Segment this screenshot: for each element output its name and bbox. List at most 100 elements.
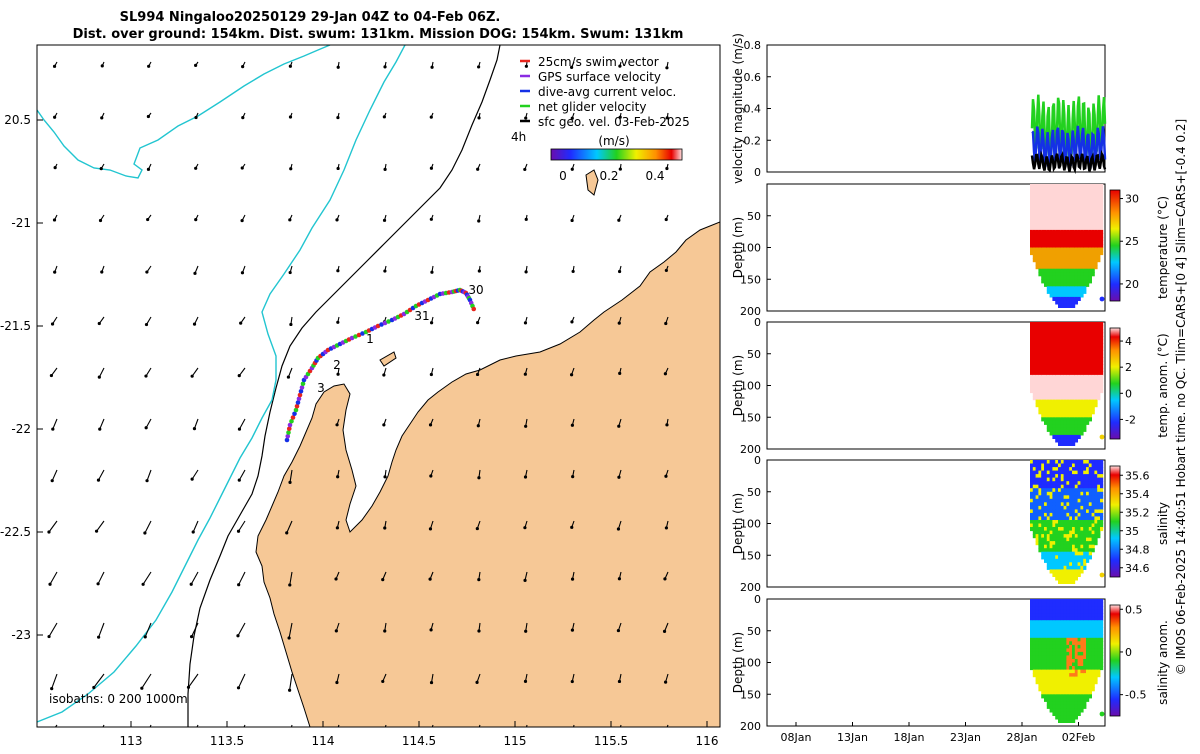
profile-cell <box>1038 548 1042 553</box>
profile-cell <box>1066 378 1070 383</box>
profile-cell <box>1049 382 1053 387</box>
profile-cell <box>1066 534 1070 539</box>
profile-cell <box>1091 659 1095 664</box>
profile-cell <box>1069 233 1073 238</box>
profile-cell <box>1058 551 1062 556</box>
panel-ytick-label: 200 <box>740 443 761 456</box>
profile-cell <box>1080 367 1084 372</box>
current-vector <box>192 520 199 533</box>
profile-cell <box>1049 275 1053 280</box>
profile-cell <box>1030 357 1034 362</box>
profile-cell <box>1066 374 1070 379</box>
profile-cell <box>1063 602 1067 607</box>
profile-cell <box>1052 711 1056 716</box>
profile-cell <box>1041 690 1045 695</box>
profile-cell <box>1069 599 1073 604</box>
profile-cell <box>1066 463 1070 468</box>
profile-cell <box>1086 644 1090 649</box>
profile-cell <box>1035 477 1039 482</box>
profile-cell <box>1091 481 1095 486</box>
profile-cell <box>1063 396 1067 401</box>
profile-cell <box>1058 662 1062 667</box>
profile-cell <box>1032 659 1036 664</box>
profile-cell <box>1072 399 1076 404</box>
series-line <box>1030 149 1107 175</box>
profile-cell <box>1091 683 1095 688</box>
profile-cell <box>1069 569 1073 574</box>
profile-cell <box>1049 502 1053 507</box>
profile-cell <box>1072 378 1076 383</box>
profile-cell <box>1038 491 1042 496</box>
profile-cell <box>1080 569 1084 574</box>
profile-cell <box>1086 623 1090 628</box>
profile-cell <box>1049 551 1053 556</box>
profile-cell <box>1052 683 1056 688</box>
profile-cell <box>1094 258 1098 263</box>
profile-cell <box>1077 481 1081 486</box>
profile-cell <box>1072 637 1076 642</box>
profile-cell <box>1074 627 1078 632</box>
profile-cell <box>1088 655 1092 660</box>
profile-cell <box>1055 413 1059 418</box>
profile-cell <box>1060 520 1064 525</box>
profile-cell <box>1044 616 1048 621</box>
profile-cell <box>1091 527 1095 532</box>
profile-cell <box>1083 697 1087 702</box>
profile-cell <box>1088 322 1092 327</box>
profile-cell <box>1080 329 1084 334</box>
profile-cell <box>1100 367 1104 372</box>
profile-cell <box>1041 634 1045 639</box>
current-vector <box>144 622 152 638</box>
last-point-marker <box>1099 572 1105 578</box>
profile-cell <box>1094 613 1098 618</box>
profile-cell <box>1049 403 1053 408</box>
profile-cell <box>1077 558 1081 563</box>
profile-cell <box>1083 484 1087 489</box>
current-vector <box>384 724 387 727</box>
profile-cell <box>1058 644 1062 649</box>
profile-cell <box>1072 392 1076 397</box>
profile-cell <box>1074 357 1078 362</box>
profile-cell <box>1038 627 1042 632</box>
profile-cell <box>1097 212 1101 217</box>
profile-cell <box>1032 502 1036 507</box>
profile-cell <box>1055 711 1059 716</box>
profile-cell <box>1044 602 1048 607</box>
profile-cell <box>1091 364 1095 369</box>
profile-cell <box>1060 620 1064 625</box>
profile-cell <box>1077 474 1081 479</box>
profile-cell <box>1049 569 1053 574</box>
profile-cell <box>1052 470 1056 475</box>
profile-cell <box>1060 690 1064 695</box>
profile-cell <box>1094 502 1098 507</box>
profile-cell <box>1069 371 1073 376</box>
profile-cell <box>1044 474 1048 479</box>
current-vector-head <box>98 427 102 431</box>
profile-cell <box>1074 258 1078 263</box>
profile-cell <box>1055 240 1059 245</box>
profile-cell <box>1063 572 1067 577</box>
profile-cell <box>1097 329 1101 334</box>
profile-cell <box>1052 268 1056 273</box>
profile-cell <box>1077 627 1081 632</box>
profile-cell <box>1049 655 1053 660</box>
profile-cell <box>1088 222 1092 227</box>
profile-cell <box>1058 474 1062 479</box>
profile-cell <box>1100 346 1104 351</box>
profile-cell <box>1069 715 1073 720</box>
profile-cell <box>1049 247 1053 252</box>
profile-cell <box>1097 233 1101 238</box>
profile-cell <box>1072 374 1076 379</box>
profile-cell <box>1097 215 1101 220</box>
profile-cell <box>1083 623 1087 628</box>
profile-cell <box>1060 364 1064 369</box>
profile-cell <box>1077 184 1081 189</box>
island-2 <box>379 351 397 367</box>
profile-cell <box>1044 637 1048 642</box>
profile-cell <box>1086 627 1090 632</box>
profile-cell <box>1060 505 1064 510</box>
profile-cell <box>1055 346 1059 351</box>
profile-cell <box>1052 413 1056 418</box>
profile-cell <box>1044 641 1048 646</box>
profile-cell <box>1066 194 1070 199</box>
